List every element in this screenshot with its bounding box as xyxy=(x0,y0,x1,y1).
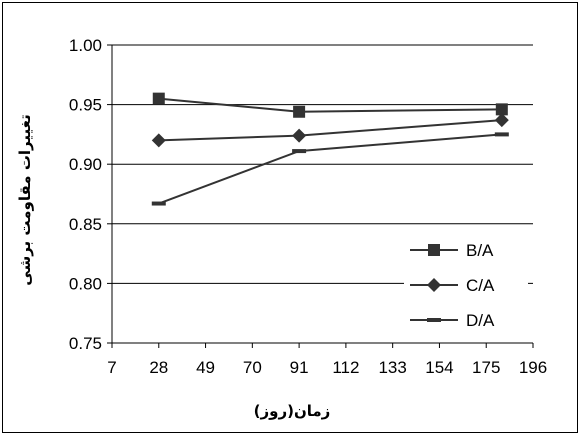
data-point-d-a xyxy=(292,149,307,154)
legend-entry-bg xyxy=(404,310,528,330)
series-group xyxy=(151,92,509,206)
data-point-d-a xyxy=(494,132,509,137)
x-tick-label: 154 xyxy=(425,358,453,377)
x-tick-label: 175 xyxy=(472,358,500,377)
y-tick-label: 0.75 xyxy=(69,334,102,353)
y-tick-label: 0.85 xyxy=(69,215,102,234)
x-tick-label: 112 xyxy=(332,358,359,377)
data-point-c-a xyxy=(494,113,509,128)
x-tick-label: 28 xyxy=(149,358,168,377)
y-tick-label: 0.90 xyxy=(69,155,102,174)
y-axis-title: تغییرات مقاومت برشی xyxy=(16,114,34,285)
data-point-b-a xyxy=(293,105,306,118)
data-point-c-a xyxy=(151,133,166,148)
x-tick-label: 49 xyxy=(196,358,215,377)
x-tick-labels: 7 28 49 70 91 112 133 154 175 196 xyxy=(107,343,547,377)
x-axis-title: زمان(روز) xyxy=(254,402,331,420)
legend-marker-c-a xyxy=(427,278,441,292)
y-tick-label: 0.80 xyxy=(69,274,102,293)
legend-label-c-a: C/A xyxy=(466,276,495,295)
series-line-d-a xyxy=(158,133,502,205)
legend-label-b-a: B/A xyxy=(466,241,494,260)
legend-label-d-a: D/A xyxy=(466,311,495,330)
data-point-d-a xyxy=(151,201,166,206)
y-tick-label: 1.00 xyxy=(69,36,102,55)
legend-marker-d-a xyxy=(427,318,441,322)
x-tick-label: 70 xyxy=(243,358,262,377)
legend: B/A C/A D/A xyxy=(404,240,528,330)
y-tick-label: 0.95 xyxy=(69,96,102,115)
x-tick-label: 196 xyxy=(519,358,547,377)
data-point-c-a xyxy=(292,128,307,143)
series-line-c-a xyxy=(158,119,502,142)
x-tick-label: 7 xyxy=(107,358,116,377)
x-tick-label: 133 xyxy=(378,358,406,377)
data-point-b-a xyxy=(152,92,165,105)
x-tick-label: 91 xyxy=(290,358,309,377)
legend-marker-b-a xyxy=(428,244,440,256)
axes xyxy=(111,45,533,344)
series-line-b-a xyxy=(158,97,502,113)
data-point-b-a xyxy=(495,103,508,116)
y-tick-labels: 0.75 0.80 0.85 0.90 0.95 1.00 xyxy=(69,36,112,353)
